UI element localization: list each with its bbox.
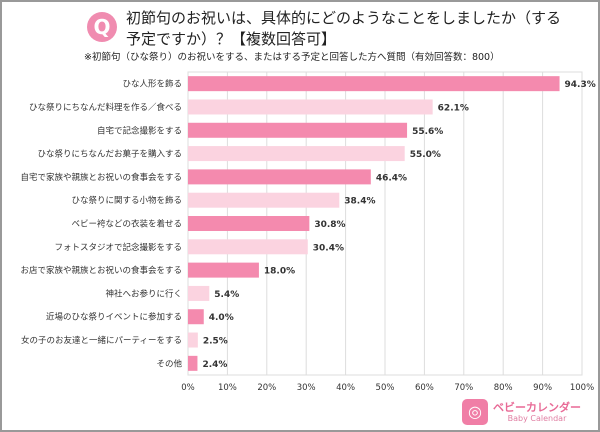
x-tick-label: 50% [376,383,395,393]
category-label: 自宅で記念撮影をする [97,125,182,136]
bar [188,332,198,348]
data-label: 2.5% [203,337,228,347]
data-label: 30.8% [314,220,345,230]
x-tick-label: 60% [415,383,434,393]
category-label: フォトスタジオで記念撮影をする [54,242,182,253]
category-label: お店で家族や親族とお祝いの食事会をする [20,265,182,276]
chart-subtitle: ※初節句（ひな祭り）のお祝いをする、またはする予定と回答した方へ質問（有効回答数… [84,52,500,63]
x-tick-label: 80% [494,383,513,393]
category-label: ひな祭りにちなんだお菓子を購入する [37,149,182,160]
category-label: 自宅で家族や親族とお祝いの食事会をする [20,172,182,183]
data-label: 38.4% [344,197,375,207]
category-label: 神社へお参りに行く [105,288,182,299]
category-label: 女の子のお友達と一緒にパーティーをする [21,335,182,346]
bar [188,99,433,115]
bar [188,122,408,138]
bar [188,239,308,255]
bar [188,76,560,92]
data-label: 18.0% [264,267,295,277]
logo: ◎ ベビーカレンダー Baby Calendar [462,399,581,425]
category-label: 近場のひな祭りイベントに参加する [46,312,182,323]
x-tick-label: 40% [336,383,355,393]
baby-calendar-logo-icon: ◎ [462,399,488,425]
category-label: ひな祭りにちなんだ料理を作る／食べる [29,102,182,113]
x-tick-label: 100% [570,383,594,393]
bar [188,309,204,325]
data-label: 46.4% [376,173,407,183]
data-label: 62.1% [438,103,469,113]
x-tick-label: 90% [533,383,552,393]
bar [188,285,210,301]
bar [188,355,198,371]
category-label: ベビー袴などの衣装を着せる [71,219,182,230]
category-label: ひな人形を飾る [122,79,182,90]
chart-title: 初節句のお祝いは、具体的にどのようなことをしましたか（する予定ですか）？【複数回… [126,9,562,48]
x-tick-label: 70% [454,383,473,393]
bar [188,146,405,162]
data-label: 30.4% [313,243,344,253]
bar [188,216,310,231]
data-label: 5.4% [214,290,239,300]
bar [188,262,259,278]
data-label: 94.3% [565,80,596,90]
data-label: 55.6% [412,127,443,137]
x-tick-label: 30% [297,383,316,393]
logo-name: ベビーカレンダー [493,400,581,414]
category-label: ひな祭りに関する小物を飾る [71,195,182,206]
bar [188,192,340,208]
question-badge: Q [87,12,117,42]
data-label: 4.0% [209,313,234,323]
logo-sub: Baby Calendar [507,413,567,423]
x-tick-label: 20% [257,383,276,393]
data-label: 2.4% [202,360,227,370]
bar [188,169,371,185]
data-label: 55.0% [410,150,441,160]
category-label: その他 [156,358,182,369]
x-tick-label: 0% [181,383,195,393]
x-tick-label: 10% [218,383,237,393]
